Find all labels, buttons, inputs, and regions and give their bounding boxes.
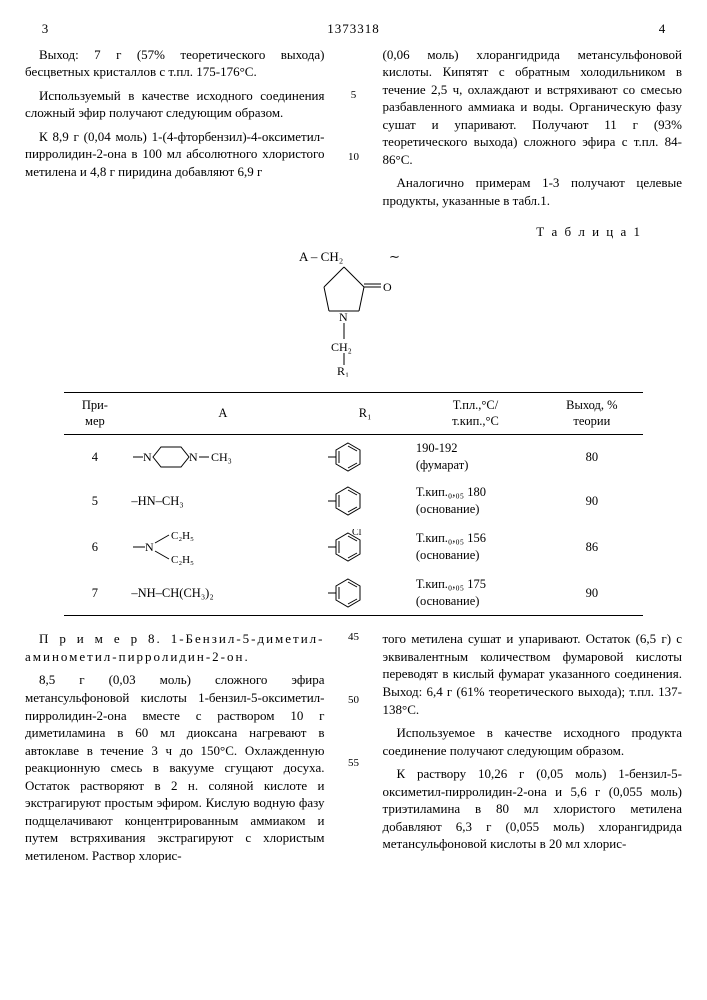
gutter-top: 5 10 [345,46,363,216]
g50: 50 [345,693,363,708]
row-r [320,571,410,616]
th-tp: Т.пл.,°С/ т.кип.,°С [410,392,541,435]
lt-p2: Используемый в качестве исходного соедин… [25,87,325,122]
row-a: N C₂H₅ C₂H₅ [125,523,320,571]
page-right: 4 [642,20,682,38]
gutter-bot: 45 50 55 [345,630,363,870]
f-tilde: ∼ [389,249,400,264]
table-label: Т а б л и ц а 1 [25,223,642,241]
row-num: 6 [64,523,125,571]
bot-left-col: П р и м е р 8. 1-Бензил-5-диметил-амином… [25,630,325,870]
svg-text:N: N [189,450,198,464]
bot-right-col: того метилена сушат и упаривают. Остаток… [383,630,683,870]
rb-p2: Используемое в качестве исходного продук… [383,724,683,759]
row-r [320,479,410,523]
row-yield: 90 [541,479,642,523]
row-tp: Т.кип.₀,₀₅ 156 (основание) [410,523,541,571]
f-r1: R₁ [337,364,349,377]
rb-p3: К раствору 10,26 г (0,05 моль) 1-бензил-… [383,765,683,853]
row-num: 5 [64,479,125,523]
row-tp: 190-192 (фумарат) [410,435,541,480]
row-yield: 80 [541,435,642,480]
f-n: N [339,310,348,324]
row-a: N N CH₃ [125,435,320,480]
rb-p1: того метилена сушат и упаривают. Остаток… [383,630,683,718]
lb-p2: 8,5 г (0,03 моль) сложного эфира метансу… [25,671,325,864]
g45: 45 [345,630,363,645]
g55: 55 [345,756,363,771]
svg-text:C₂H₅: C₂H₅ [171,530,194,542]
f-o: O [383,280,392,294]
svg-text:C₂H₅: C₂H₅ [171,554,194,566]
svg-text:N: N [145,540,154,554]
svg-text:CH₃: CH₃ [211,450,232,464]
bottom-columns: П р и м е р 8. 1-Бензил-5-диметил-амином… [25,630,682,870]
g10: 10 [345,150,363,165]
top-columns: Выход: 7 г (57% теоретического выхода) б… [25,46,682,216]
row-a: –HN–CH₃ [125,479,320,523]
data-table: При- мер A R₁ Т.пл.,°С/ т.кип.,°С Выход,… [64,392,642,617]
rt-p1: (0,06 моль) хлорангидрида метансульфонов… [383,46,683,169]
th-r: R₁ [320,392,410,435]
formula-svg: A – CH₂ ∼ O N CH₂ R₁ [269,247,439,377]
top-right-col: (0,06 моль) хлорангидрида метансульфонов… [383,46,683,216]
row-tp: Т.кип.₀,₀₅ 175 (основание) [410,571,541,616]
header-row: 3 1373318 4 [25,20,682,38]
row-num: 4 [64,435,125,480]
rt-p2: Аналогично примерам 1-3 получают целевые… [383,174,683,209]
f-top: A – CH₂ [299,249,343,264]
row-r: Cl [320,523,410,571]
th-y: Выход, % теории [541,392,642,435]
ex8-title: П р и м е р 8. 1-Бензил-5-диметил-амином… [25,631,325,664]
f-ch2: CH₂ [331,340,352,354]
svg-text:Cl: Cl [352,529,362,538]
row-yield: 86 [541,523,642,571]
th-ex: При- мер [64,392,125,435]
svg-text:N: N [143,450,152,464]
formula-block: A – CH₂ ∼ O N CH₂ R₁ [25,247,682,382]
lt-p1: Выход: 7 г (57% теоретического выхода) б… [25,46,325,81]
row-yield: 90 [541,571,642,616]
g5: 5 [345,88,363,103]
row-a: –NH–CH(CH₃)₂ [125,571,320,616]
row-r [320,435,410,480]
th-a: A [125,392,320,435]
page-left: 3 [25,20,65,38]
top-left-col: Выход: 7 г (57% теоретического выхода) б… [25,46,325,216]
lb-p1: П р и м е р 8. 1-Бензил-5-диметил-амином… [25,630,325,665]
row-num: 7 [64,571,125,616]
doc-number: 1373318 [65,20,642,38]
row-tp: Т.кип.₀,₀₅ 180 (основание) [410,479,541,523]
lt-p3: К 8,9 г (0,04 моль) 1-(4-фторбензил)-4-о… [25,128,325,181]
